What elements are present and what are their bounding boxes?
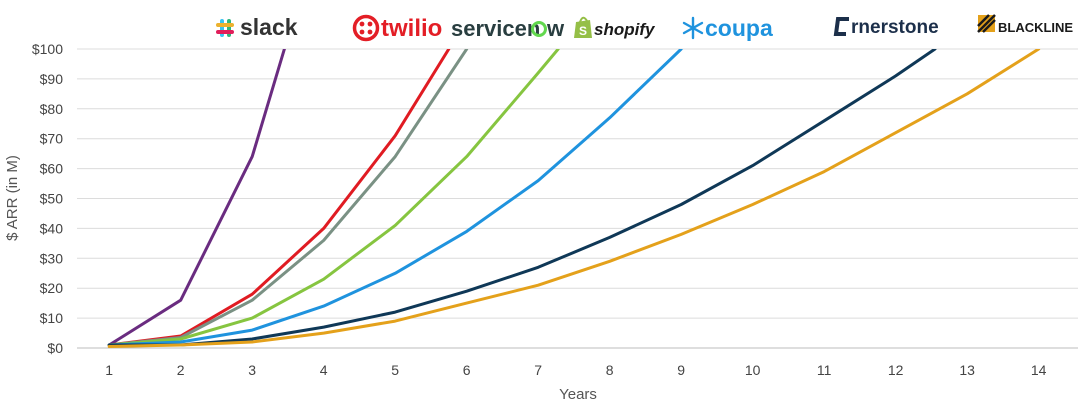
twilio-wordmark: twilio <box>381 15 442 42</box>
y-tick-label: $0 <box>47 340 63 356</box>
shopify-wordmark: shopify <box>594 20 656 39</box>
x-axis-ticks: 1 2 3 4 5 6 7 8 9 10 11 12 13 14 <box>105 362 1046 378</box>
twilio-logo: twilio <box>352 14 442 42</box>
svg-text:S: S <box>579 24 587 38</box>
servicenow-wordmark-b: w <box>546 16 565 41</box>
twilio-circle-icon <box>352 14 380 42</box>
y-tick-label: $20 <box>40 280 64 296</box>
cornerstone-wordmark: rnerstone <box>851 17 939 38</box>
y-tick-label: $10 <box>40 310 64 326</box>
slack-hash-icon <box>216 19 234 37</box>
y-tick-label: $30 <box>40 250 64 266</box>
x-tick-label: 10 <box>745 362 761 378</box>
coupa-logo: coupa <box>682 15 773 41</box>
y-tick-label: $80 <box>40 101 64 117</box>
grid <box>77 48 1078 349</box>
x-axis-title: Years <box>559 386 597 402</box>
series-lines <box>107 49 1041 348</box>
y-axis-ticks: $0 $10 $20 $30 $40 $50 $60 $70 $80 $90 $100 <box>32 41 63 356</box>
slack-logo: slack <box>216 14 298 40</box>
shopify-logo: S shopify <box>574 16 656 39</box>
x-tick-label: 12 <box>888 362 904 378</box>
shopify-bag-icon: S <box>574 16 592 38</box>
y-tick-label: $100 <box>32 41 63 57</box>
x-tick-label: 1 <box>105 362 113 378</box>
series-line-twilio <box>107 49 451 347</box>
y-tick-label: $50 <box>40 191 64 207</box>
series-line-cornerstone <box>107 49 937 347</box>
y-tick-label: $40 <box>40 220 64 236</box>
x-tick-label: 5 <box>391 362 399 378</box>
cornerstone-c-icon <box>833 17 849 36</box>
logos-row: slack twilio servicen w S shopify <box>216 14 1073 42</box>
servicenow-wordmark-a: servicen <box>451 16 540 41</box>
x-tick-label: 7 <box>534 362 542 378</box>
x-tick-label: 14 <box>1031 362 1047 378</box>
x-tick-label: 13 <box>959 362 975 378</box>
x-tick-label: 2 <box>177 362 185 378</box>
coupa-snowflake-icon <box>682 16 704 40</box>
cornerstone-logo: rnerstone <box>833 17 939 38</box>
series-line-slack <box>107 49 286 347</box>
servicenow-logo: servicen w <box>451 16 565 41</box>
series-line-servicenow <box>107 49 469 347</box>
series-line-blackline <box>107 49 1041 348</box>
blackline-logo: BLACKLINE <box>977 14 1073 35</box>
x-tick-label: 8 <box>606 362 614 378</box>
x-tick-label: 9 <box>677 362 685 378</box>
series-line-coupa <box>107 49 683 347</box>
y-tick-label: $60 <box>40 161 64 177</box>
coupa-wordmark: coupa <box>705 15 773 41</box>
blackline-mark-icon <box>977 14 996 33</box>
blackline-wordmark: BLACKLINE <box>998 20 1073 35</box>
x-tick-label: 4 <box>320 362 328 378</box>
x-tick-label: 3 <box>248 362 256 378</box>
y-axis-title: $ ARR (in M) <box>4 155 21 241</box>
series-line-shopify <box>107 49 560 347</box>
x-tick-label: 6 <box>463 362 471 378</box>
x-tick-label: 11 <box>817 362 832 378</box>
servicenow-o-icon <box>531 21 547 37</box>
y-tick-label: $90 <box>40 71 64 87</box>
slack-wordmark: slack <box>240 14 298 40</box>
y-tick-label: $70 <box>40 131 64 147</box>
